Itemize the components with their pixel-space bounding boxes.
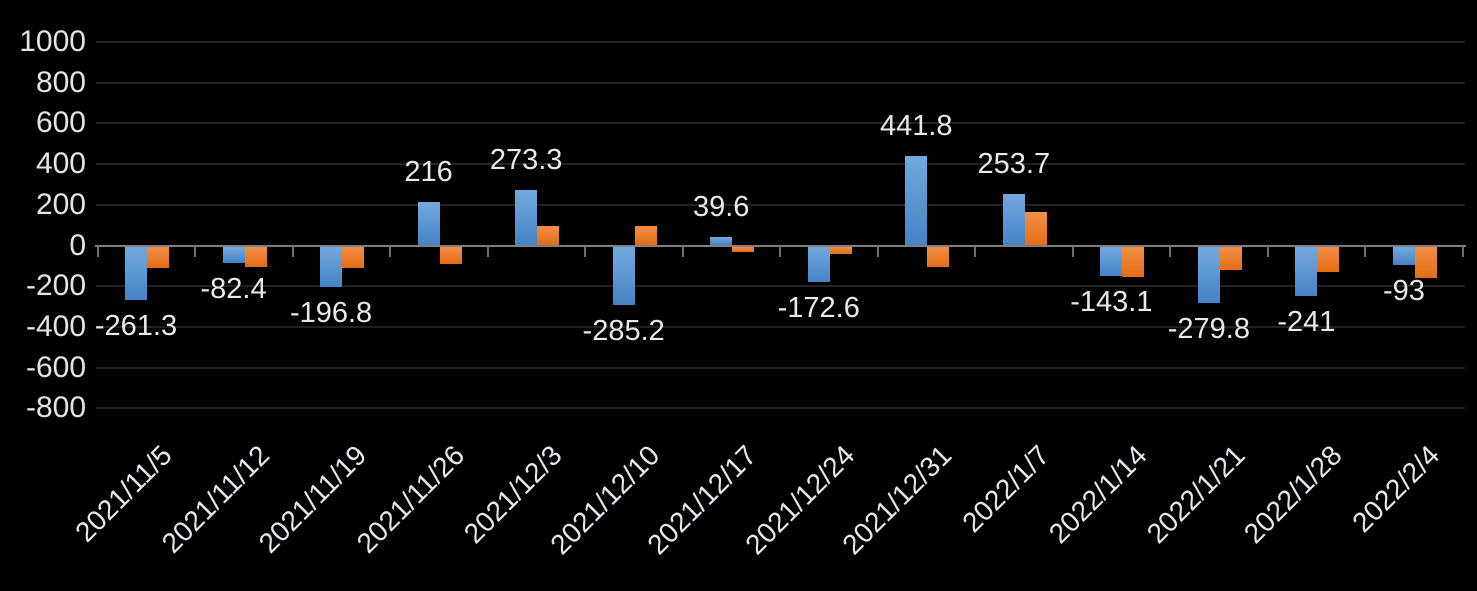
y-gridline xyxy=(95,285,1465,288)
bar-orange xyxy=(1122,246,1145,278)
x-axis-tick-label: 2022/1/21 xyxy=(1140,439,1251,550)
bar-orange xyxy=(1414,246,1437,279)
y-axis-tick-label: 400 xyxy=(35,147,86,181)
y-gridline xyxy=(95,81,1465,84)
y-axis-tick-label: 800 xyxy=(35,65,86,99)
data-label: 273.3 xyxy=(489,143,563,176)
x-axis-tick-mark xyxy=(194,245,197,257)
data-label: -143.1 xyxy=(1070,285,1153,318)
bar-orange xyxy=(732,246,755,252)
y-axis-tick-label: 200 xyxy=(35,187,86,221)
data-label: -172.6 xyxy=(777,291,860,324)
y-gridline xyxy=(95,41,1465,43)
bar-blue xyxy=(710,237,733,246)
x-axis-tick-mark xyxy=(584,245,587,257)
x-axis-tick-label: 2022/1/14 xyxy=(1042,439,1153,550)
x-axis-tick-label: 2022/2/4 xyxy=(1346,439,1446,539)
data-label: -196.8 xyxy=(289,296,373,329)
y-axis-tick-label: 0 xyxy=(69,228,86,262)
y-axis-tick-label: -200 xyxy=(25,269,86,303)
data-label: 253.7 xyxy=(977,147,1051,180)
x-axis-tick-mark xyxy=(779,245,782,257)
x-axis-tick-label: 2022/1/7 xyxy=(956,439,1056,539)
y-axis-tick-label: 600 xyxy=(35,106,86,140)
bar-orange xyxy=(147,246,169,268)
bar-orange xyxy=(1317,246,1340,272)
bar-blue xyxy=(417,201,440,246)
bar-blue xyxy=(807,246,830,282)
x-axis-tick-mark xyxy=(486,245,489,257)
bar-blue xyxy=(1392,246,1415,266)
data-label: -285.2 xyxy=(582,314,665,347)
y-gridline xyxy=(95,407,1465,410)
data-label: -261.3 xyxy=(94,309,178,342)
x-axis-tick-label: 2022/1/28 xyxy=(1237,439,1348,550)
data-label: 216 xyxy=(404,155,453,188)
x-axis-tick-mark xyxy=(291,245,294,257)
data-label: -241 xyxy=(1277,305,1336,338)
bar-blue xyxy=(515,189,538,246)
y-axis-tick-label: -600 xyxy=(25,350,86,384)
y-gridline xyxy=(95,366,1465,369)
x-axis-tick-mark xyxy=(389,245,392,257)
bar-blue xyxy=(222,246,245,264)
data-label: -279.8 xyxy=(1167,313,1250,346)
x-axis-tick-mark xyxy=(681,245,684,257)
data-label: -82.4 xyxy=(200,273,267,306)
x-axis-tick-mark xyxy=(1364,245,1367,257)
y-gridline xyxy=(95,122,1465,125)
bar-orange xyxy=(537,226,560,246)
y-axis-tick-label: -400 xyxy=(25,309,86,343)
x-axis-tick-mark xyxy=(1169,245,1172,257)
y-gridline xyxy=(95,203,1465,206)
bar-orange xyxy=(342,246,365,268)
bar-blue xyxy=(1295,246,1318,296)
bar-blue xyxy=(612,246,635,305)
y-gridline xyxy=(95,325,1465,328)
y-gridline xyxy=(95,163,1465,166)
y-axis-tick-label: 1000 xyxy=(19,25,86,58)
bar-orange xyxy=(439,246,462,264)
x-axis-tick-mark xyxy=(96,245,99,257)
bar-orange xyxy=(829,246,852,254)
data-label: -93 xyxy=(1382,275,1425,308)
bar-orange xyxy=(1024,211,1047,246)
x-axis-tick-mark xyxy=(876,245,879,257)
bar-blue xyxy=(1100,246,1123,276)
y-axis-tick-label: -800 xyxy=(25,391,86,425)
x-axis-tick-mark xyxy=(974,245,977,257)
data-label: 39.6 xyxy=(692,191,750,224)
bar-orange xyxy=(634,226,657,246)
bar-blue xyxy=(1002,193,1025,246)
bar-orange xyxy=(927,246,950,267)
data-label: 441.8 xyxy=(879,109,953,142)
x-axis-tick-mark xyxy=(1462,245,1464,257)
x-axis-tick-mark xyxy=(1071,245,1074,257)
bar-orange xyxy=(1219,246,1242,270)
bar-orange xyxy=(244,246,267,267)
bar-blue xyxy=(905,155,928,246)
bar-blue xyxy=(320,246,343,287)
x-axis-tick-mark xyxy=(1266,245,1269,257)
bar-blue xyxy=(125,246,147,300)
bar-blue xyxy=(1197,246,1220,304)
